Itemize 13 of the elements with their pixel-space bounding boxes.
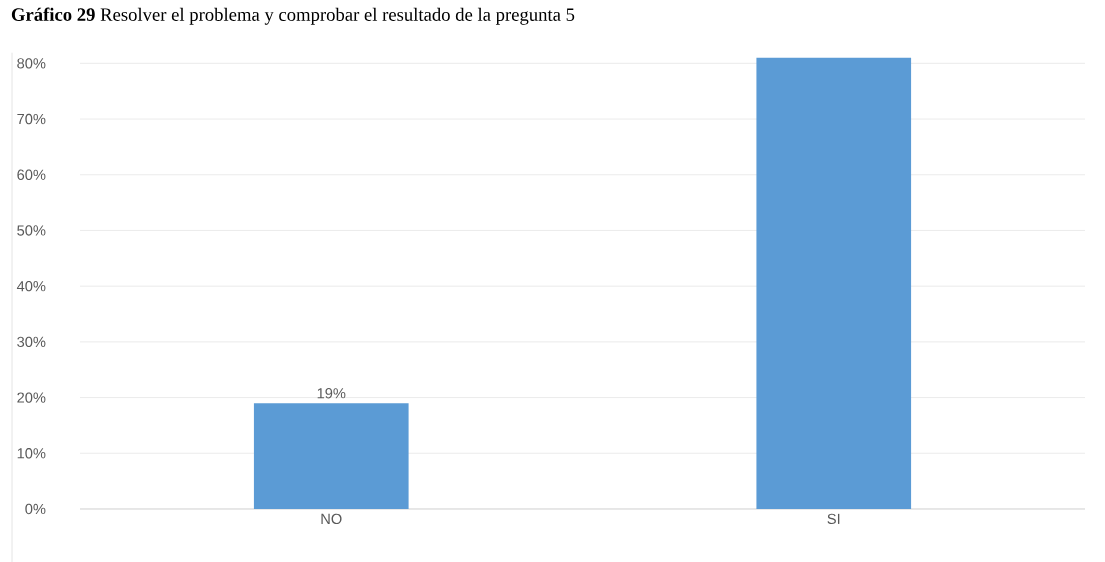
x-tick-label: SI bbox=[827, 513, 840, 524]
y-tick-label: 70% bbox=[17, 113, 46, 125]
y-tick-label: 30% bbox=[17, 336, 46, 347]
data-label: 19% bbox=[317, 387, 346, 399]
y-tick-label: 0% bbox=[25, 503, 46, 515]
chart-title: Gráfico 29 Resolver el problema y comprobar el resultado de la pregunta 5 bbox=[11, 7, 575, 25]
y-tick-label: 10% bbox=[17, 447, 46, 459]
y-tick-label: 20% bbox=[17, 392, 46, 403]
x-tick-label: NO bbox=[321, 513, 342, 524]
y-tick-label: 40% bbox=[16, 280, 46, 292]
y-tick-label: 60% bbox=[17, 169, 46, 180]
y-tick-label: 80% bbox=[17, 58, 46, 69]
y-tick-label: 50% bbox=[17, 225, 46, 236]
